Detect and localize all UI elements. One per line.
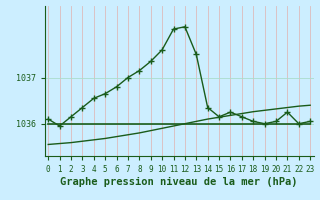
X-axis label: Graphe pression niveau de la mer (hPa): Graphe pression niveau de la mer (hPa) [60,177,298,187]
